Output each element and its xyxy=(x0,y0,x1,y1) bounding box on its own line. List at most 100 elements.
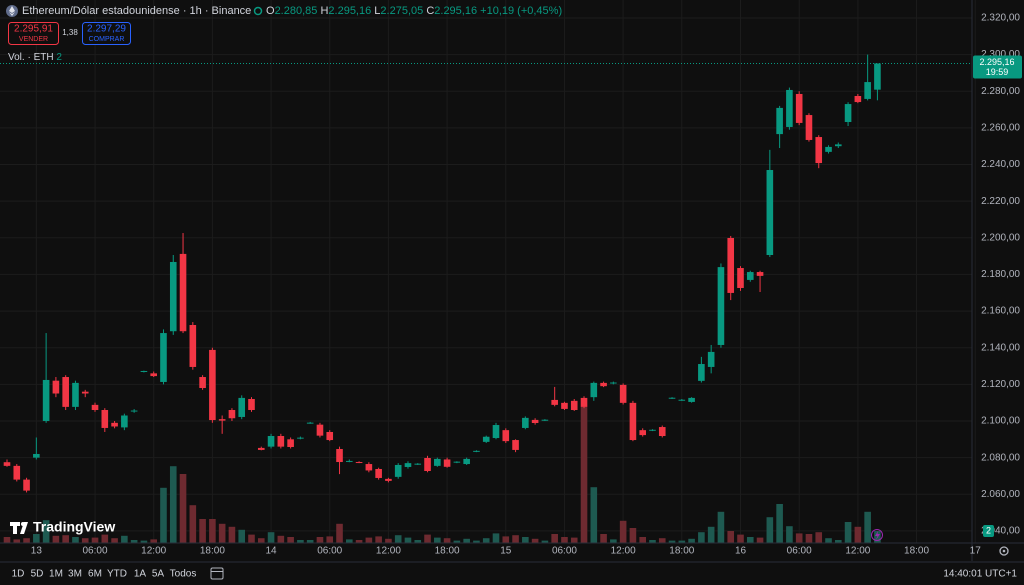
volume-bar xyxy=(160,487,167,543)
candle-body xyxy=(737,268,744,288)
range-button[interactable]: 1M xyxy=(49,569,63,580)
volume-bar xyxy=(776,504,783,543)
volume-bar xyxy=(619,520,627,543)
candle-body xyxy=(463,458,470,465)
volume-title: Vol. · ETH xyxy=(8,52,54,63)
date-range-button[interactable] xyxy=(210,567,224,580)
x-tick-label: 06:00 xyxy=(83,546,108,557)
candle-body xyxy=(727,237,735,293)
volume-bar xyxy=(267,532,275,543)
ohlc-value: 2.295,16 xyxy=(328,5,371,17)
candle-body xyxy=(248,399,255,410)
volume-bar xyxy=(72,537,79,543)
range-button[interactable]: 1A xyxy=(134,569,147,580)
volume-bar xyxy=(434,537,441,543)
x-tick-label: 18:00 xyxy=(435,546,460,557)
event-icon xyxy=(875,531,880,540)
candle-body xyxy=(375,468,382,478)
y-tick-label: 2.100,00 xyxy=(981,416,1020,427)
candle-body xyxy=(336,449,343,463)
sell-price[interactable]: 2.295,91 xyxy=(14,24,53,35)
status-dot xyxy=(253,6,263,16)
range-button[interactable]: 5A xyxy=(152,569,165,580)
candle-body xyxy=(130,410,138,412)
buy-price[interactable]: 2.297,29 xyxy=(87,24,126,35)
volume-bar xyxy=(551,534,558,543)
candle-body xyxy=(551,399,558,405)
ohlc-key: O xyxy=(266,5,275,17)
volume-bar xyxy=(610,539,617,543)
candle-body xyxy=(160,333,167,382)
y-tick-label: 2.200,00 xyxy=(981,232,1020,243)
volume-bar xyxy=(355,540,363,543)
range-button[interactable]: 6M xyxy=(88,569,102,580)
candle-body xyxy=(482,436,490,442)
x-tick-label: 06:00 xyxy=(317,546,342,557)
sell-label[interactable]: VENDER xyxy=(19,36,48,43)
candle-body xyxy=(658,427,666,437)
y-tick-label: 2.260,00 xyxy=(981,123,1020,134)
clock: 14:40:01 UTC+1 xyxy=(943,569,1017,580)
volume-bar xyxy=(424,534,431,543)
candle-body xyxy=(13,465,21,480)
toolbar: 1D 5D 1M 3M 6M YTD 1A 5A Todos xyxy=(12,569,197,580)
ohlc-legend: O2.280,85 H2.295,16 L2.275,05 C2.295,16 … xyxy=(266,5,562,17)
x-tick-label: 12:00 xyxy=(845,546,870,557)
x-tick-label: 13 xyxy=(31,546,43,557)
volume-bar xyxy=(522,537,529,543)
candle-body xyxy=(678,399,686,401)
settings-button[interactable] xyxy=(999,546,1009,556)
range-button[interactable]: YTD xyxy=(107,569,127,580)
sell-button[interactable] xyxy=(8,22,59,45)
candle-body xyxy=(453,461,461,463)
candle-body xyxy=(492,425,500,439)
y-tick-label: 2.240,00 xyxy=(981,159,1020,170)
candle-body xyxy=(424,457,431,472)
candle-body xyxy=(522,417,529,428)
candle-body xyxy=(297,437,304,439)
candle-body xyxy=(580,397,588,407)
volume-bar xyxy=(199,519,206,543)
buy-label[interactable]: COMPRAR xyxy=(89,36,125,43)
volume-bar xyxy=(492,533,500,543)
candle-body xyxy=(502,430,510,442)
y-tick-label: 2.280,00 xyxy=(981,86,1020,97)
candle-body xyxy=(140,370,148,372)
volume-bar xyxy=(375,536,382,543)
range-button[interactable]: 5D xyxy=(31,569,44,580)
spread: 1,38 xyxy=(62,28,78,37)
event-badge[interactable] xyxy=(871,529,883,541)
volume-bar xyxy=(756,537,764,543)
volume-bar xyxy=(746,537,754,543)
volume-tag xyxy=(983,525,994,537)
range-button[interactable]: Todos xyxy=(170,569,197,580)
settings-dot xyxy=(1002,549,1006,553)
candle-body xyxy=(72,382,79,407)
volume-bar xyxy=(346,539,353,543)
volume-bar xyxy=(854,526,862,543)
candle-body xyxy=(815,137,823,164)
volume-bar xyxy=(805,534,813,543)
volume-bar xyxy=(248,534,255,543)
candle-body xyxy=(825,146,832,152)
candle-body xyxy=(52,380,60,394)
x-tick-label: 12:00 xyxy=(376,546,401,557)
candle-body xyxy=(394,464,402,477)
volume-bar xyxy=(306,540,314,543)
volume-bar xyxy=(580,406,588,543)
range-button[interactable]: 1D xyxy=(12,569,25,580)
candle-body xyxy=(238,397,246,417)
volume-bar xyxy=(453,540,461,543)
volume-bar xyxy=(825,538,832,543)
candle-body xyxy=(287,439,294,448)
range-button[interactable]: 3M xyxy=(68,569,82,580)
candle-body xyxy=(531,419,539,424)
logo: TradingView xyxy=(10,519,115,535)
countdown: 19:59 xyxy=(986,67,1009,77)
volume-bar xyxy=(561,537,568,543)
candle-body xyxy=(42,379,50,421)
volume-bar xyxy=(218,523,226,543)
candle-body xyxy=(874,63,881,90)
buy-button[interactable] xyxy=(82,22,131,45)
